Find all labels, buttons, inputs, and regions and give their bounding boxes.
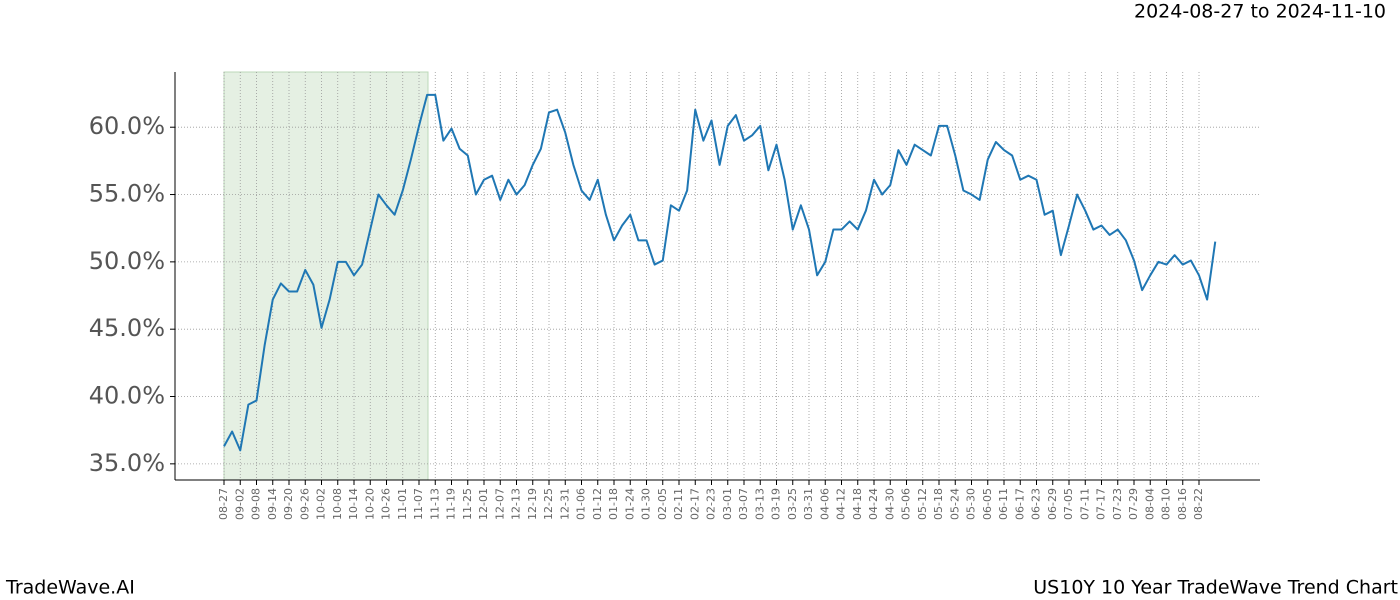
x-tick-label: 03-01 bbox=[721, 488, 734, 520]
x-tick-label: 10-08 bbox=[331, 488, 344, 520]
x-tick-label: 02-17 bbox=[688, 488, 701, 520]
x-tick-label: 09-02 bbox=[233, 488, 246, 520]
x-tick-label: 12-07 bbox=[493, 488, 506, 520]
x-tick-label: 11-01 bbox=[396, 488, 409, 520]
x-tick-label: 06-17 bbox=[1013, 488, 1026, 520]
y-tick-label: 55.0% bbox=[89, 180, 165, 208]
chart-title: US10Y 10 Year TradeWave Trend Chart bbox=[1033, 577, 1398, 599]
highlight-region bbox=[223, 71, 429, 481]
x-tick-label: 04-18 bbox=[851, 488, 864, 520]
x-tick-label: 09-08 bbox=[250, 488, 263, 520]
x-tick-label: 03-19 bbox=[770, 488, 783, 520]
y-tick-label: 45.0% bbox=[89, 314, 165, 342]
x-tick-label: 11-25 bbox=[461, 488, 474, 520]
x-tick-label: 10-20 bbox=[363, 488, 376, 520]
watermark: TradeWave.AI bbox=[5, 577, 135, 599]
x-tick-label: 04-24 bbox=[867, 488, 880, 520]
x-tick-label: 01-12 bbox=[591, 488, 604, 520]
x-tick-label: 02-23 bbox=[705, 488, 718, 520]
x-tick-label: 01-06 bbox=[575, 488, 588, 520]
y-tick-label: 35.0% bbox=[89, 449, 165, 477]
x-tick-label: 01-18 bbox=[607, 488, 620, 520]
x-tick-label: 02-05 bbox=[656, 488, 669, 520]
x-tick-label: 08-16 bbox=[1176, 488, 1189, 520]
x-tick-label: 07-29 bbox=[1127, 488, 1140, 520]
x-tick-label: 03-31 bbox=[802, 488, 815, 520]
x-tick-label: 05-12 bbox=[916, 488, 929, 520]
x-tick-label: 01-30 bbox=[640, 488, 653, 520]
x-tick-label: 08-22 bbox=[1192, 488, 1205, 520]
x-tick-label: 03-07 bbox=[737, 488, 750, 520]
x-tick-label: 01-24 bbox=[623, 488, 636, 520]
x-tick-label: 11-13 bbox=[428, 488, 441, 520]
x-tick-label: 10-26 bbox=[380, 488, 393, 520]
x-tick-label: 10-02 bbox=[315, 488, 328, 520]
x-tick-label: 05-30 bbox=[965, 488, 978, 520]
x-tick-label: 05-06 bbox=[900, 488, 913, 520]
x-tick-label: 04-30 bbox=[883, 488, 896, 520]
x-tick-label: 07-17 bbox=[1095, 488, 1108, 520]
x-tick-label: 12-13 bbox=[510, 488, 523, 520]
x-tick-label: 12-19 bbox=[526, 488, 539, 520]
x-tick-label: 03-25 bbox=[786, 488, 799, 520]
x-tick-label: 08-04 bbox=[1143, 488, 1156, 520]
x-tick-label: 04-06 bbox=[818, 488, 831, 520]
y-tick-label: 60.0% bbox=[89, 112, 165, 140]
x-tick-label: 12-25 bbox=[542, 488, 555, 520]
x-tick-label: 07-11 bbox=[1078, 488, 1091, 520]
x-tick-label: 03-13 bbox=[753, 488, 766, 520]
x-tick-label: 05-18 bbox=[932, 488, 945, 520]
x-tick-label: 08-10 bbox=[1160, 488, 1173, 520]
x-tick-label: 07-23 bbox=[1111, 488, 1124, 520]
x-tick-label: 04-12 bbox=[835, 488, 848, 520]
x-tick-label: 09-14 bbox=[266, 488, 279, 520]
x-tick-label: 09-26 bbox=[298, 488, 311, 520]
x-tick-label: 12-31 bbox=[558, 488, 571, 520]
x-tick-label: 10-14 bbox=[347, 488, 360, 520]
x-tick-label: 08-27 bbox=[217, 488, 230, 520]
x-tick-label: 06-05 bbox=[981, 488, 994, 520]
x-tick-label: 06-23 bbox=[1030, 488, 1043, 520]
x-tick-label: 11-19 bbox=[445, 488, 458, 520]
x-tick-label: 05-24 bbox=[948, 488, 961, 520]
x-tick-label: 12-01 bbox=[477, 488, 490, 520]
x-tick-label: 02-11 bbox=[672, 488, 685, 520]
x-tick-label: 07-05 bbox=[1062, 488, 1075, 520]
x-tick-label: 11-07 bbox=[412, 488, 425, 520]
date-range: 2024-08-27 to 2024-11-10 bbox=[1134, 1, 1386, 23]
y-tick-label: 50.0% bbox=[89, 247, 165, 275]
x-tick-label: 06-11 bbox=[997, 488, 1010, 520]
x-tick-label: 06-29 bbox=[1046, 488, 1059, 520]
y-tick-label: 40.0% bbox=[89, 382, 165, 410]
line bbox=[223, 93, 1217, 452]
x-tick-label: 09-20 bbox=[282, 488, 295, 520]
